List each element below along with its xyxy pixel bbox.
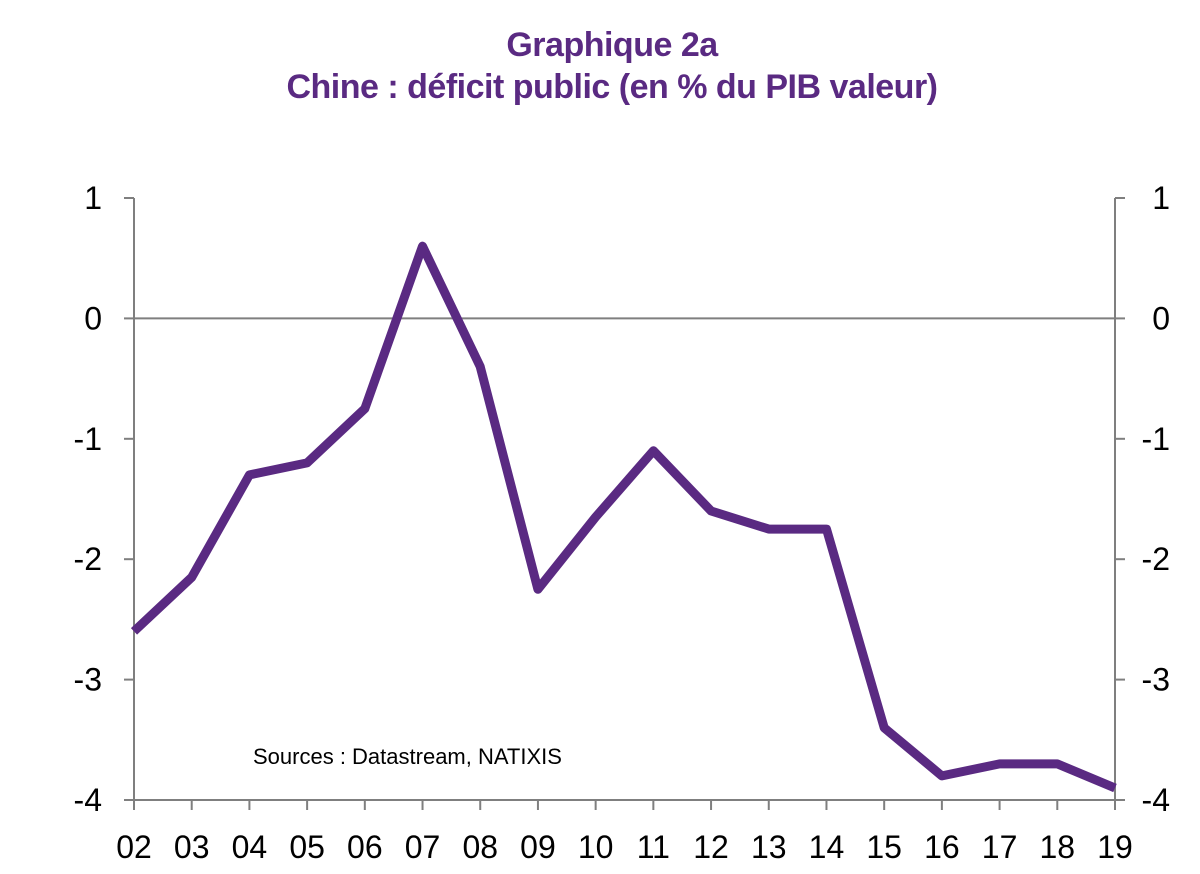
right-tick-label: -4	[1142, 782, 1170, 818]
series-line	[130, 241, 1117, 793]
left-tick-label: -1	[74, 421, 102, 457]
x-tick-label: 05	[289, 829, 325, 865]
x-tick-label: 16	[924, 829, 960, 865]
x-tick-label: 14	[809, 829, 845, 865]
x-tick-label: 07	[405, 829, 441, 865]
x-tick-label: 18	[1039, 829, 1075, 865]
x-tick-label: 08	[462, 829, 498, 865]
x-axis-ticks: 02 03 04 05 06 07 08 09 10 11 12 13 14 15 16 17 18 19	[116, 800, 1133, 865]
x-tick-label: 03	[174, 829, 210, 865]
right-tick-label: -2	[1142, 541, 1170, 577]
x-tick-label: 12	[693, 829, 729, 865]
x-tick-label: 06	[347, 829, 383, 865]
right-tick-label: -3	[1142, 662, 1170, 698]
left-tick-label: -4	[74, 782, 102, 818]
left-tick-label: -3	[74, 662, 102, 698]
x-tick-label: 02	[116, 829, 152, 865]
series-layer	[130, 241, 1117, 793]
right-tick-label: 0	[1152, 300, 1170, 336]
x-tick-label: 13	[751, 829, 787, 865]
chart-title-block: Graphique 2a Chine : déficit public (en …	[0, 24, 1200, 108]
x-tick-label: 11	[637, 829, 670, 865]
left-tick-label: 0	[84, 300, 102, 336]
chart-title: Graphique 2a	[506, 26, 718, 64]
x-tick-label: 10	[578, 829, 614, 865]
x-tick-label: 04	[232, 829, 268, 865]
left-tick-label: -2	[74, 541, 102, 577]
chart-axes	[133, 198, 1116, 801]
source-note: Sources : Datastream, NATIXIS	[253, 744, 562, 769]
right-axis-ticks: 1 0 -1 -2 -3 -4	[1115, 180, 1170, 818]
x-tick-label: 19	[1097, 829, 1133, 865]
right-tick-label: 1	[1152, 180, 1170, 216]
left-tick-label: 1	[84, 180, 102, 216]
right-tick-label: -1	[1142, 421, 1170, 457]
left-axis-ticks: 1 0 -1 -2 -3 -4	[74, 180, 134, 818]
x-tick-label: 17	[982, 829, 1018, 865]
chart-subtitle: Chine : déficit public (en % du PIB vale…	[286, 68, 938, 106]
x-tick-label: 15	[866, 829, 902, 865]
x-tick-label: 09	[520, 829, 556, 865]
